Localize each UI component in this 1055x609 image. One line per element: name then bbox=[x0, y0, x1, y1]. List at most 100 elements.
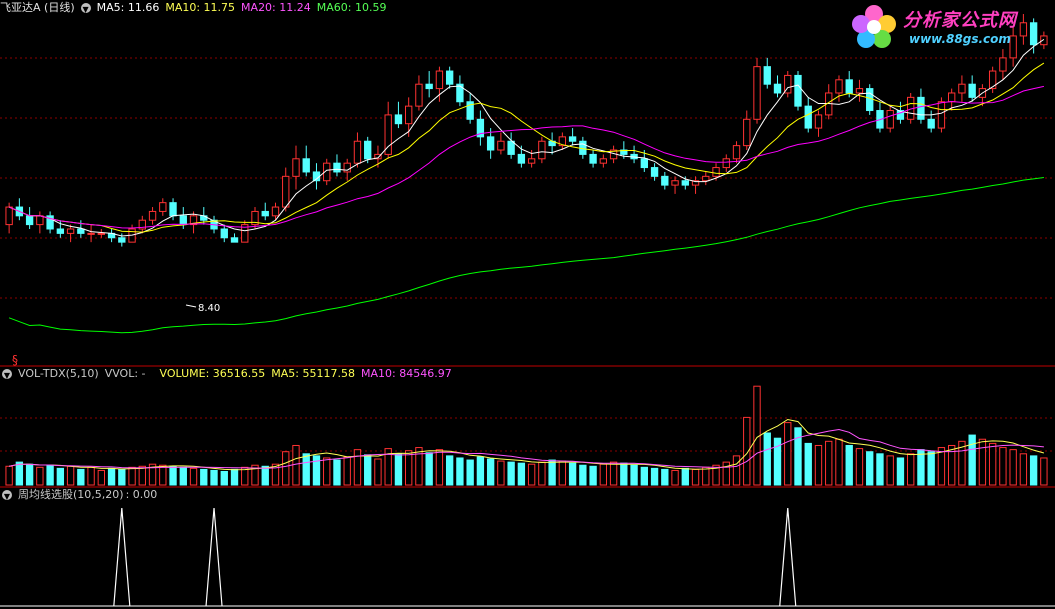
candle-body bbox=[866, 88, 874, 112]
volume-bar bbox=[1009, 449, 1017, 486]
candle-body bbox=[251, 210, 259, 226]
low-price-label: 8.40 bbox=[198, 303, 220, 314]
candle-body bbox=[364, 140, 372, 160]
candle-body bbox=[927, 118, 935, 129]
volume-bar bbox=[999, 447, 1007, 486]
signal-collapse-icon[interactable]: ▼ bbox=[2, 490, 12, 501]
candle-body bbox=[753, 66, 761, 120]
candle-body bbox=[189, 215, 198, 226]
signal-spike bbox=[779, 507, 797, 607]
candle-body bbox=[394, 114, 403, 125]
volume-title[interactable]: VOL-TDX(5,10) bbox=[18, 367, 99, 380]
volume-bar bbox=[988, 442, 997, 486]
logo-name: 分析家公式网 bbox=[903, 10, 1017, 31]
volume-bar bbox=[866, 451, 874, 486]
volume-bar bbox=[333, 459, 341, 486]
candle-body bbox=[87, 232, 95, 235]
signal-header: ▼ 周均线选股(10,5,20) : 0.00 bbox=[0, 488, 157, 502]
candle-body bbox=[722, 158, 730, 169]
candle-body bbox=[702, 175, 710, 182]
volume-bar bbox=[620, 462, 628, 486]
volume-bar bbox=[845, 444, 853, 486]
candle-body bbox=[302, 158, 310, 173]
volume-bar bbox=[937, 447, 946, 486]
volume-bar bbox=[784, 422, 792, 486]
candle-body bbox=[947, 92, 956, 103]
volume-panel[interactable] bbox=[5, 385, 1048, 486]
volume-bar bbox=[374, 458, 382, 486]
volume-bar bbox=[579, 464, 587, 486]
volume-bar bbox=[661, 468, 669, 486]
volume-bar bbox=[466, 459, 474, 486]
volume-bar bbox=[56, 467, 65, 486]
candle-body bbox=[148, 210, 157, 221]
signal-value: : 0.00 bbox=[125, 488, 158, 501]
vvol-label: VVOL: - bbox=[104, 367, 146, 380]
volume-bar bbox=[804, 442, 812, 486]
volume-ma10: MA10: 84546.97 bbox=[360, 367, 452, 380]
candle-body bbox=[691, 180, 700, 186]
volume-bar bbox=[722, 461, 730, 486]
volume-bar bbox=[763, 432, 771, 486]
volume-bar bbox=[599, 463, 608, 486]
volume-bar bbox=[732, 455, 741, 486]
volume-bar bbox=[425, 452, 433, 486]
low-price-marker: 8.40 bbox=[185, 303, 220, 314]
candle-body bbox=[1040, 35, 1048, 46]
volume-bar bbox=[947, 444, 956, 486]
candle-body bbox=[445, 70, 454, 85]
volume-bar bbox=[271, 463, 280, 486]
volume-bar bbox=[364, 454, 372, 486]
volume-ma10-line bbox=[9, 428, 1044, 469]
ma10-label: MA10: 11.75 bbox=[165, 1, 236, 14]
candle-body bbox=[804, 105, 812, 129]
volume-bar bbox=[128, 466, 136, 486]
volume-bar bbox=[159, 464, 167, 486]
volume-bar bbox=[1019, 453, 1028, 486]
volume-ma5-line bbox=[9, 418, 1045, 471]
volume-bar bbox=[773, 437, 782, 486]
candle-body bbox=[835, 79, 843, 94]
candle-body bbox=[36, 215, 44, 226]
volume-bar bbox=[77, 468, 85, 486]
candle-body bbox=[353, 140, 362, 164]
signal-title[interactable]: 周均线选股(10,5,20) bbox=[18, 488, 124, 501]
volume-bar bbox=[1029, 455, 1038, 486]
candle-body bbox=[958, 83, 966, 94]
ma5-line bbox=[8, 38, 1045, 237]
candle-body bbox=[466, 101, 474, 120]
candle-body bbox=[179, 215, 187, 226]
candle-body bbox=[435, 70, 444, 90]
volume-bar bbox=[445, 455, 454, 486]
candle-body bbox=[374, 153, 382, 160]
price-header: 飞亚达A (日线) ▼ MA5: 11.66 MA10: 11.75 MA20:… bbox=[0, 1, 386, 15]
volume-bar bbox=[87, 466, 95, 486]
volume-collapse-icon[interactable]: ▼ bbox=[2, 369, 12, 380]
candle-body bbox=[415, 83, 423, 107]
volume-bar bbox=[517, 462, 526, 486]
scroll-marker-icon: § bbox=[12, 353, 18, 367]
candle-body bbox=[814, 114, 823, 129]
candle-body bbox=[343, 162, 351, 173]
candle-body bbox=[497, 140, 505, 151]
volume-ma5: MA5: 55117.58 bbox=[271, 367, 355, 380]
stock-title[interactable]: 飞亚达A (日线) bbox=[0, 1, 75, 14]
volume-bar bbox=[220, 470, 228, 486]
volume-bar bbox=[169, 465, 177, 486]
candle-body bbox=[517, 153, 526, 164]
volume-bar bbox=[251, 464, 259, 486]
candle-body bbox=[271, 206, 280, 217]
candle-body bbox=[743, 118, 751, 147]
candle-body bbox=[425, 83, 433, 90]
collapse-icon[interactable]: ▼ bbox=[80, 3, 91, 14]
candle-body bbox=[845, 79, 853, 94]
candle-body bbox=[784, 74, 792, 94]
volume-bar bbox=[25, 463, 34, 486]
candle-body bbox=[896, 110, 905, 120]
volume-bar bbox=[794, 427, 802, 486]
volume-bar bbox=[384, 448, 392, 486]
candle-body bbox=[384, 114, 392, 155]
ma20-label: MA20: 11.24 bbox=[241, 1, 311, 14]
candle-body bbox=[323, 162, 331, 182]
